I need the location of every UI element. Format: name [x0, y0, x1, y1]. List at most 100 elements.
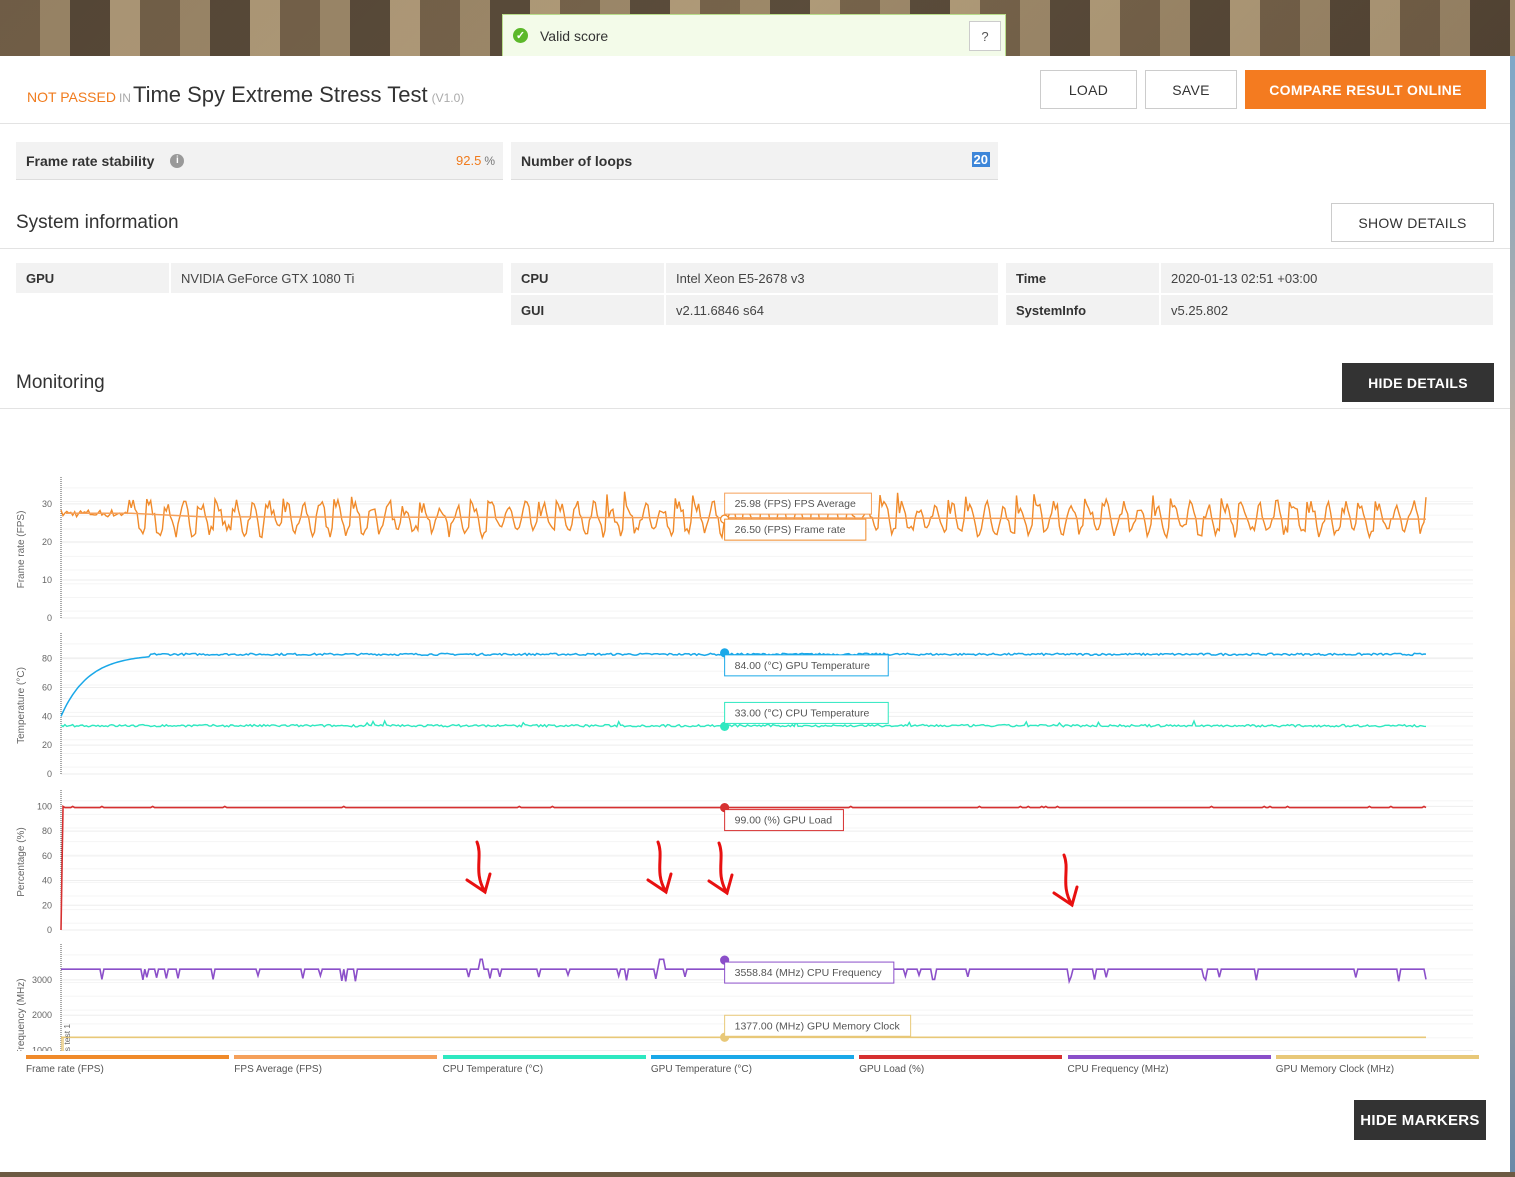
legend-item[interactable]: Frame rate (FPS): [26, 1055, 229, 1075]
background-bottom: [0, 1172, 1515, 1177]
time-key: Time: [1016, 270, 1047, 286]
fps-average-tooltip: 25.98 (FPS) FPS Average: [735, 498, 856, 510]
frame-rate-tooltip: 26.50 (FPS) Frame rate: [735, 524, 846, 536]
legend-item[interactable]: GPU Temperature (°C): [650, 1055, 854, 1075]
gpu-temperature-tooltip: 84.00 (°C) GPU Temperature: [735, 660, 870, 672]
cpu-value-cell: Intel Xeon E5-2678 v3: [666, 263, 998, 293]
stability-label: Frame rate stability: [26, 152, 155, 169]
frame-rate-stability: Frame rate stability i 92.5%: [16, 142, 503, 180]
y-tick-label: 60: [42, 682, 52, 692]
load-button[interactable]: LOAD: [1040, 70, 1137, 109]
cpu-frequency-tooltip-box: [724, 961, 895, 984]
y-tick-label: 60: [42, 851, 52, 861]
legend-color-bar: [234, 1055, 438, 1059]
time-key-cell: Time: [1006, 263, 1159, 293]
frame-rate-tooltip-box: [724, 518, 867, 541]
fps-average-tooltip-box: [724, 492, 872, 515]
monitoring-title: Monitoring: [16, 372, 105, 393]
systeminfo-value-cell: v5.25.802: [1161, 295, 1493, 325]
legend-label: GPU Load (%): [859, 1064, 925, 1075]
valid-score-text: Valid score: [540, 27, 609, 44]
legend-color-bar: [859, 1055, 1063, 1059]
y-axis-label: Temperature (°C): [16, 667, 27, 744]
y-axis-label: Frequency (MHz): [16, 978, 27, 1051]
y-tick-label: 40: [42, 876, 52, 886]
help-button[interactable]: ?: [969, 21, 1001, 51]
system-divider: [0, 248, 1510, 249]
annotation-arrow-3: [717, 841, 729, 895]
cpu-key-cell: CPU: [511, 263, 664, 293]
annotation-arrow-4: [1062, 853, 1074, 907]
cpu-temperature-series: [60, 719, 1427, 728]
gpu-load-tooltip: 99.00 (%) GPU Load: [735, 815, 833, 827]
gpu-key-cell: GPU: [16, 263, 169, 293]
legend-label: CPU Frequency (MHz): [1067, 1064, 1169, 1075]
gui-value: v2.11.6846 s64: [676, 302, 764, 318]
systeminfo-value: v5.25.802: [1171, 302, 1229, 318]
legend-item[interactable]: FPS Average (FPS): [234, 1055, 438, 1075]
legend-item[interactable]: CPU Frequency (MHz): [1067, 1055, 1271, 1075]
systeminfo-key-cell: SystemInfo: [1006, 295, 1159, 325]
y-tick-label: 100: [37, 801, 52, 811]
systeminfo-key: SystemInfo: [1016, 302, 1087, 318]
loops-value-wrap: 20: [971, 152, 990, 167]
compare-result-button[interactable]: COMPARE RESULT ONLINE: [1245, 70, 1486, 109]
time-value-cell: 2020-01-13 02:51 +03:00: [1161, 263, 1493, 293]
legend-label: GPU Memory Clock (MHz): [1275, 1064, 1395, 1075]
y-axis-label: Percentage (%): [16, 827, 27, 896]
page-title: NOT PASSED IN Time Spy Extreme Stress Te…: [27, 82, 464, 108]
result-panel: NOT PASSED IN Time Spy Extreme Stress Te…: [0, 56, 1510, 1172]
annotation-arrow-1: [475, 840, 487, 894]
gpu-load-tooltip-box: [724, 809, 844, 832]
legend-color-bar: [1067, 1055, 1271, 1059]
legend-label: FPS Average (FPS): [234, 1064, 322, 1075]
result-header: NOT PASSED IN Time Spy Extreme Stress Te…: [0, 56, 1510, 124]
cpu-key: CPU: [521, 270, 549, 286]
stability-value: 92.5: [456, 153, 482, 168]
cpu-frequency-tooltip: 3558.84 (MHz) CPU Frequency: [735, 967, 883, 979]
legend-color-bar: [26, 1055, 229, 1059]
hide-markers-button[interactable]: HIDE MARKERS: [1354, 1100, 1486, 1140]
gpu-value: NVIDIA GeForce GTX 1080 Ti: [181, 270, 355, 286]
stability-value-wrap: 92.5%: [456, 153, 495, 168]
time-value: 2020-01-13 02:51 +03:00: [1171, 270, 1318, 286]
legend-color-bar: [1275, 1055, 1479, 1059]
info-icon[interactable]: i: [170, 153, 185, 168]
legend-label: CPU Temperature (°C): [442, 1064, 544, 1075]
y-tick-label: 10: [42, 575, 52, 585]
y-tick-label: 30: [42, 499, 52, 509]
y-tick-label: 1000: [32, 1046, 52, 1051]
save-button[interactable]: SAVE: [1145, 70, 1237, 109]
number-of-loops: Number of loops 20: [511, 142, 998, 180]
show-details-button[interactable]: SHOW DETAILS: [1331, 203, 1494, 242]
y-tick-label: 3000: [32, 975, 52, 985]
y-tick-label: 0: [47, 925, 52, 935]
y-axis-label: Frame rate (FPS): [16, 511, 27, 589]
legend-item[interactable]: GPU Memory Clock (MHz): [1275, 1055, 1479, 1075]
y-tick-label: 80: [42, 654, 52, 664]
legend-label: Frame rate (FPS): [26, 1064, 104, 1075]
y-tick-label: 20: [42, 740, 52, 750]
valid-score-banner: ✓ Valid score ?: [502, 14, 1006, 56]
y-tick-label: 0: [47, 613, 52, 623]
legend-item[interactable]: CPU Temperature (°C): [442, 1055, 646, 1075]
legend-item[interactable]: GPU Load (%): [859, 1055, 1063, 1075]
hide-details-button[interactable]: HIDE DETAILS: [1342, 363, 1494, 402]
y-tick-label: 40: [42, 711, 52, 721]
legend-color-bar: [650, 1055, 854, 1059]
cpu-temperature-tooltip-box: [724, 701, 889, 724]
gpu-value-cell: NVIDIA GeForce GTX 1080 Ti: [171, 263, 503, 293]
monitoring-divider: [0, 408, 1510, 409]
stability-unit: %: [484, 154, 495, 168]
monitoring-chart[interactable]: 0 10 20 30 Frame rate (FPS) 0 20 40 60 80 Temperat…: [0, 411, 1510, 1051]
y-tick-label: 20: [42, 900, 52, 910]
legend-color-bar: [442, 1055, 646, 1059]
gpu-temperature-tooltip-box: [724, 654, 889, 677]
legend-label: GPU Temperature (°C): [650, 1064, 752, 1075]
gpu-load-series: [60, 804, 1427, 931]
gpu-memory-clock-tooltip: 1377.00 (MHz) GPU Memory Clock: [735, 1020, 901, 1032]
gui-key: GUI: [521, 302, 545, 318]
y-tick-label: 0: [47, 769, 52, 779]
y-tick-label: 80: [42, 826, 52, 836]
